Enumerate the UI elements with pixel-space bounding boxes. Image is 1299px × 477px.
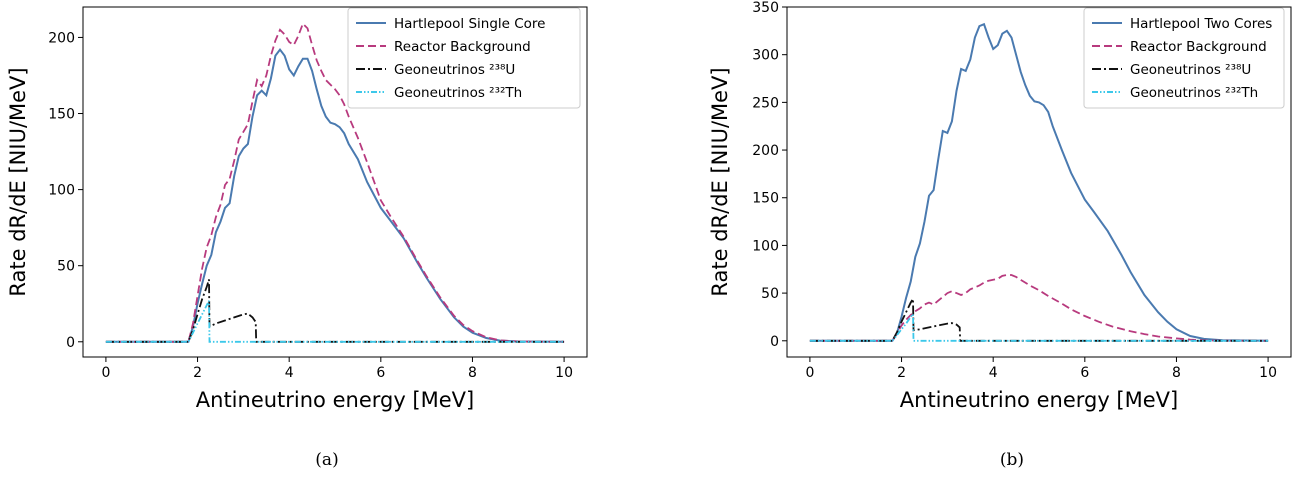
series-line-2 (809, 274, 1269, 342)
x-tick-label: 4 (989, 365, 998, 381)
series-line-3 (809, 295, 1269, 342)
y-tick-label: 100 (752, 238, 779, 254)
x-tick-label: 10 (1259, 365, 1277, 381)
y-tick-label: 350 (752, 0, 779, 16)
series-line-4 (809, 311, 1269, 342)
x-tick-label: 4 (285, 365, 294, 381)
series-line-3 (105, 279, 565, 343)
x-tick-label: 6 (376, 365, 385, 381)
x-tick-label: 0 (101, 365, 110, 381)
legend-label-4: Geoneutrinos ²³²Th (394, 85, 522, 101)
x-tick-label: 8 (1172, 365, 1181, 381)
series-line-4 (105, 300, 565, 343)
y-tick-label: 150 (752, 191, 779, 207)
plot-frame (82, 6, 588, 358)
series-line-1 (809, 22, 1269, 342)
y-tick-label: 50 (761, 286, 779, 302)
y-tick-label: 0 (770, 334, 779, 350)
series-line-2 (105, 22, 565, 343)
series-line-1 (105, 47, 565, 343)
plot-frame (786, 6, 1292, 358)
x-tick-label: 8 (468, 365, 477, 381)
caption-a: (a) (315, 450, 339, 470)
legend-label-4: Geoneutrinos ²³²Th (1130, 85, 1258, 101)
x-tick-label: 6 (1080, 365, 1089, 381)
legend-label-1: Hartlepool Two Cores (1130, 16, 1272, 32)
y-axis-label: Rate dR/dE [NIU/MeV] (708, 67, 732, 296)
y-tick-label: 50 (57, 259, 75, 275)
y-axis-label: Rate dR/dE [NIU/MeV] (6, 67, 30, 296)
y-tick-label: 250 (752, 95, 779, 111)
legend-box (1083, 7, 1285, 109)
x-axis-label: Antineutrino energy [MeV] (900, 388, 1178, 412)
y-tick-label: 200 (48, 30, 75, 46)
x-axis-label: Antineutrino energy [MeV] (196, 388, 474, 412)
legend-label-1: Hartlepool Single Core (394, 16, 546, 32)
x-tick-label: 2 (193, 365, 202, 381)
x-tick-label: 10 (555, 365, 573, 381)
y-tick-label: 0 (66, 335, 75, 351)
legend-label-2: Reactor Background (1130, 39, 1267, 55)
legend-label-3: Geoneutrinos ²³⁸U (1130, 62, 1251, 78)
y-tick-label: 100 (48, 183, 75, 199)
x-tick-label: 0 (805, 365, 814, 381)
legend-label-3: Geoneutrinos ²³⁸U (394, 62, 515, 78)
legend-box (347, 7, 581, 109)
y-tick-label: 150 (48, 107, 75, 123)
caption-b: (b) (999, 450, 1025, 470)
legend-label-2: Reactor Background (394, 39, 531, 55)
y-tick-label: 200 (752, 143, 779, 159)
x-tick-label: 2 (897, 365, 906, 381)
y-tick-label: 300 (752, 48, 779, 64)
